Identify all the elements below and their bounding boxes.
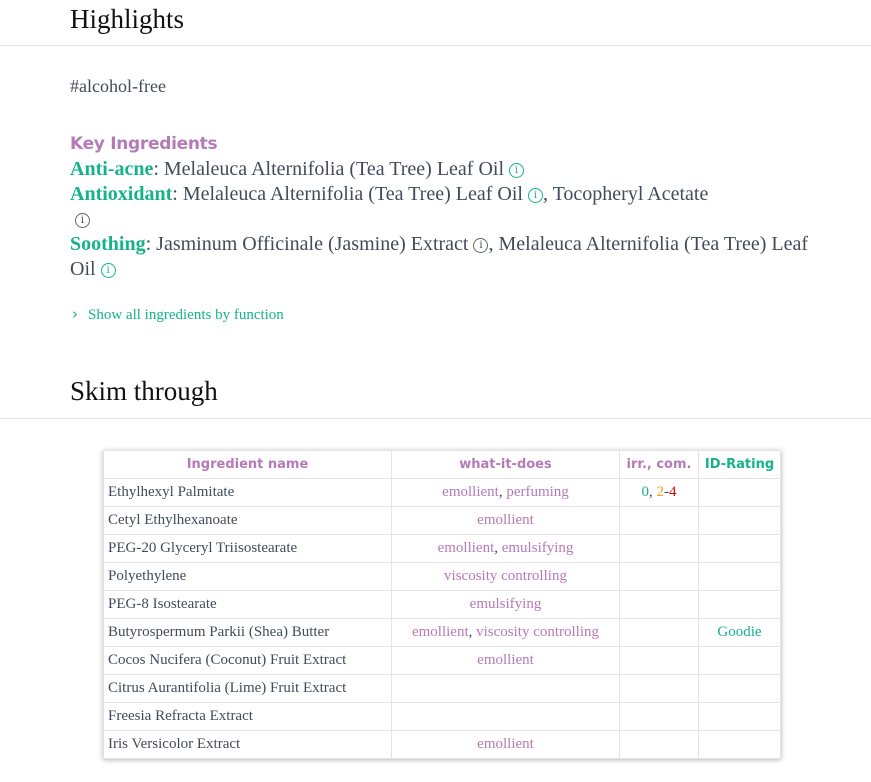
function-link[interactable]: viscosity controlling <box>476 624 600 640</box>
what-it-does-cell: viscosity controlling <box>391 562 620 591</box>
ingredient-name[interactable]: Polyethylene <box>103 562 392 591</box>
alcohol-free-tag: #alcohol-free <box>70 76 166 96</box>
irr-com-cell: 0, 2-4 <box>619 478 699 507</box>
ingredient-name[interactable]: Ethylhexyl Palmitate <box>103 478 392 507</box>
ingredient-link[interactable]: Melaleuca Alternifolia (Tea Tree) Leaf O… <box>163 158 505 180</box>
chevron-right-icon: › <box>72 305 78 323</box>
key-ingredients: Key Ingredients Anti-acne: Melaleuca Alt… <box>70 132 820 282</box>
irr-com-cell <box>619 562 699 591</box>
id-rating-cell <box>698 702 781 731</box>
ingredient-name[interactable]: Cetyl Ethylhexanoate <box>103 506 392 535</box>
comedogenicity-high: 4 <box>669 484 677 500</box>
what-it-does-cell: emollient, perfuming <box>391 478 620 507</box>
id-rating-cell <box>698 506 781 535</box>
function-link[interactable]: emollient <box>411 624 469 640</box>
function-link[interactable]: emollient <box>442 484 499 500</box>
function-anti-acne[interactable]: Anti-acne <box>70 158 154 180</box>
function-link[interactable]: emollient <box>477 736 534 752</box>
header-irr-com[interactable]: irr., com. <box>619 450 699 479</box>
id-rating-cell <box>698 590 781 619</box>
info-icon[interactable]: i <box>527 188 543 203</box>
id-rating-cell: Goodie <box>698 618 781 647</box>
ingredient-link[interactable]: Melaleuca Alternifolia (Tea Tree) Leaf O… <box>182 183 523 205</box>
what-it-does-cell: emollient, emulsifying <box>391 534 620 563</box>
function-link[interactable]: emollient <box>477 512 534 528</box>
table-row: Citrus Aurantifolia (Lime) Fruit Extract <box>103 674 781 703</box>
table-row: Iris Versicolor Extract emollient <box>103 730 781 759</box>
function-antioxidant[interactable]: Antioxidant <box>70 183 173 205</box>
table-row: Polyethylene viscosity controlling <box>103 562 781 591</box>
what-it-does-cell: emollient <box>391 646 620 675</box>
irr-com-cell <box>619 534 699 563</box>
ingredient-name[interactable]: Iris Versicolor Extract <box>103 730 392 759</box>
id-rating-cell <box>698 562 781 591</box>
table-row: Cetyl Ethylhexanoate emollient <box>103 506 781 535</box>
what-it-does-cell <box>391 702 620 731</box>
function-link[interactable]: perfuming <box>506 484 569 500</box>
table-row: PEG-20 Glyceryl Triisostearate emollient,… <box>103 534 781 563</box>
irr-com-cell <box>619 506 699 535</box>
function-link[interactable]: emulsifying <box>469 596 542 612</box>
id-rating-cell <box>698 674 781 703</box>
id-rating-cell <box>698 730 781 759</box>
skim-through-title: Skim through <box>70 376 218 406</box>
id-rating-cell <box>698 478 781 507</box>
id-rating-cell <box>698 534 781 563</box>
what-it-does-cell: emollient <box>391 506 620 535</box>
table-row: PEG-8 Isostearate emulsifying <box>103 590 781 619</box>
info-icon[interactable]: i <box>100 263 116 278</box>
irr-com-cell <box>619 730 699 759</box>
ingredient-name[interactable]: Citrus Aurantifolia (Lime) Fruit Extract <box>103 674 392 703</box>
ingredient-name[interactable]: Cocos Nucifera (Coconut) Fruit Extract <box>103 646 392 675</box>
function-link[interactable]: emollient <box>477 652 534 668</box>
ingredient-name[interactable]: PEG-20 Glyceryl Triisostearate <box>103 534 392 563</box>
comedogenicity-low: 2 <box>656 484 665 500</box>
ingredient-name[interactable]: PEG-8 Isostearate <box>103 590 392 619</box>
function-soothing[interactable]: Soothing <box>70 233 146 255</box>
table-row: Cocos Nucifera (Coconut) Fruit Extract em… <box>103 646 781 675</box>
irr-com-cell <box>619 674 699 703</box>
show-all-label: Show all ingredients by function <box>88 307 284 323</box>
irr-com-cell <box>619 702 699 731</box>
what-it-does-cell: emulsifying <box>391 590 620 619</box>
function-link[interactable]: emulsifying <box>501 540 574 556</box>
highlights-title: Highlights <box>70 4 185 34</box>
ingredient-link[interactable]: Melaleuca Alternifolia (Tea Tree) Leaf O… <box>70 233 809 280</box>
info-icon[interactable]: i <box>509 163 525 178</box>
irritancy-value: 0 <box>641 484 650 500</box>
ingredient-name[interactable]: Butyrospermum Parkii (Shea) Butter <box>103 618 392 647</box>
irr-com-cell <box>619 590 699 619</box>
ingredient-link[interactable]: Jasminum Officinale (Jasmine) Extract <box>156 233 469 255</box>
ingredient-name[interactable]: Freesia Refracta Extract <box>103 702 392 731</box>
table-row: Butyrospermum Parkii (Shea) Butter emolli… <box>103 618 781 647</box>
table-row: Freesia Refracta Extract <box>103 702 781 731</box>
key-ingredients-title: Key Ingredients <box>70 134 218 154</box>
info-icon[interactable]: i <box>473 238 489 253</box>
info-icon[interactable]: i <box>75 213 90 228</box>
ingredient-link[interactable]: Tocopheryl Acetate <box>552 183 709 205</box>
divider <box>0 418 871 419</box>
header-ingredient-name[interactable]: Ingredient name <box>103 450 392 479</box>
header-id-rating[interactable]: ID-Rating <box>698 450 781 479</box>
divider <box>0 45 871 46</box>
what-it-does-cell: emollient, viscosity controlling <box>391 618 620 647</box>
show-all-ingredients-button[interactable]: › Show all ingredients by function <box>72 305 284 324</box>
header-what-it-does[interactable]: what-it-does <box>391 450 620 479</box>
irr-com-cell <box>619 618 699 647</box>
what-it-does-cell <box>391 674 620 703</box>
what-it-does-cell: emollient <box>391 730 620 759</box>
id-rating-cell <box>698 646 781 675</box>
function-link[interactable]: viscosity controlling <box>444 568 567 584</box>
ingredients-table: Ingredient name what-it-does irr., com. … <box>103 450 781 759</box>
irr-com-cell <box>619 646 699 675</box>
function-link[interactable]: emollient <box>437 540 495 556</box>
table-row: Ethylhexyl Palmitate emollient, perfuming… <box>103 478 781 507</box>
